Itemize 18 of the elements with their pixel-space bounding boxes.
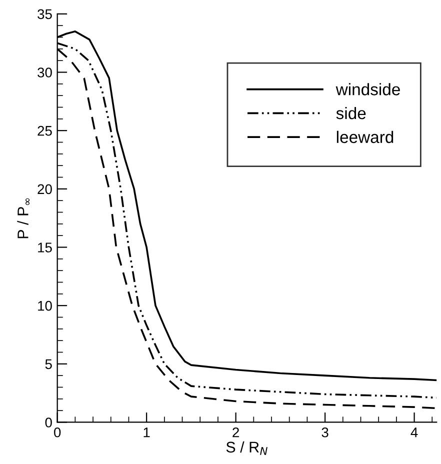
x-tick-label: 1 [144,428,150,438]
y-tick-label: 5 [45,359,52,370]
y-tick-label: 30 [38,68,52,78]
y-tick-label: 15 [38,242,52,252]
x-tick-label: 2 [232,427,239,438]
legend-label: side [336,106,366,120]
x-tick-label: 3 [322,427,328,438]
x-tick-label: 4 [410,428,418,438]
legend-label: windside [336,83,400,96]
y-tick-label: 35 [38,9,52,20]
x-tick-label: 0 [54,427,61,438]
y-tick-label: 10 [38,300,52,311]
y-tick-label: 20 [38,184,52,194]
y-tick-label: 0 [45,418,52,428]
y-axis-title: P / P$_{∞}$ [17,198,30,238]
y-tick-label: 25 [38,126,52,136]
legend-label: leeward [336,130,394,144]
x-axis-title: S / R$_{N}$ [226,441,268,455]
